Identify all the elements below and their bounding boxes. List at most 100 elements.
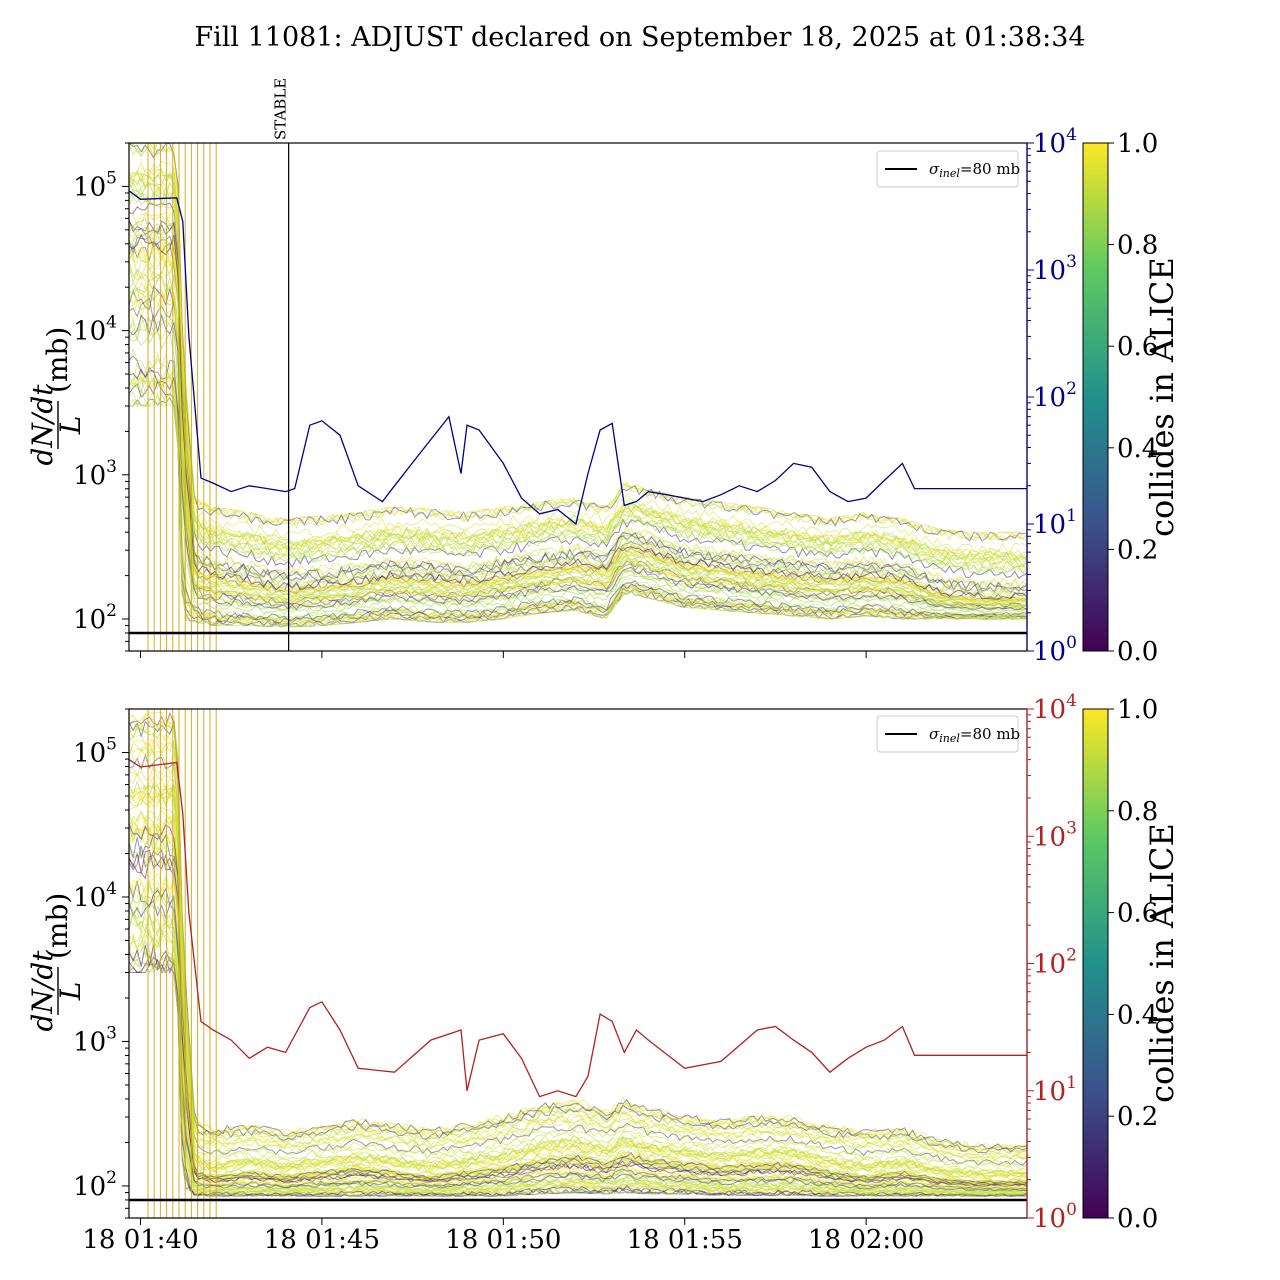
top-bunch-trace <box>129 318 1027 612</box>
bottom-colorbar-tick-label: 0.0 <box>1117 1204 1158 1234</box>
bottom-bunch-trace <box>129 711 1027 1150</box>
top-y2-tick-label: 103 <box>1033 252 1077 286</box>
bottom-bunch-trace <box>129 833 1027 1186</box>
top-y2-tick-label: 102 <box>1033 379 1077 413</box>
bottom-colorbar-tick-label: 0.6 <box>1117 899 1158 929</box>
top-colorbar: 0.0 0.2 0.4 0.6 0.8 1.0 collides in ALICE <box>1082 129 1181 667</box>
top-legend-label: σinel=80 mb <box>929 160 1020 180</box>
top-ylabel-numerator: dN/dt <box>26 384 59 466</box>
bottom-rate-line-layer <box>129 759 1027 1098</box>
bottom-y2-tick-label: 104 <box>1033 691 1077 725</box>
bottom-bunch-trace <box>129 953 1027 1197</box>
bottom-bunch-trace <box>129 822 1027 1184</box>
top-bunch-trace <box>129 181 1027 568</box>
top-legend-sub: inel <box>939 167 960 180</box>
top-ylabel-unit: (mb) <box>41 327 74 393</box>
top-colorbar-tick-label: 1.0 <box>1117 129 1158 159</box>
bottom-bunch-trace <box>129 944 1027 1197</box>
top-bunch-trace <box>129 234 1027 600</box>
top-legend-rest: =80 mb <box>960 160 1020 178</box>
bottom-bunch-trace <box>129 711 1027 1149</box>
top-bunch-trace <box>129 228 1027 597</box>
bottom-y2-ticks: 100 101 102 103 104 <box>1026 691 1077 1234</box>
top-bunch-trace <box>129 143 1027 542</box>
bottom-x-ticks: 18 01:40 18 01:45 18 01:50 18 01:55 18 02:00 <box>82 1218 924 1255</box>
top-y2-tick-label: 104 <box>1033 125 1077 159</box>
bottom-x-tick-label: 18 01:45 <box>264 1225 380 1255</box>
top-colorbar-tick-label: 0.0 <box>1117 637 1158 667</box>
bottom-x-tick-label: 18 01:40 <box>82 1225 198 1255</box>
bottom-legend: σinel=80 mb <box>876 715 1020 753</box>
top-bunch-trace <box>129 160 1027 553</box>
bottom-bunch-trace <box>129 927 1027 1195</box>
top-bunch-trace <box>129 252 1027 603</box>
top-bunch-trace <box>129 313 1027 611</box>
top-colorbar-tick-label: 0.8 <box>1117 231 1158 261</box>
top-bunch-trace <box>129 143 1027 542</box>
bottom-legend-sub: inel <box>939 732 960 745</box>
bottom-x-tick-label: 18 01:50 <box>445 1225 561 1255</box>
top-rate-line-layer <box>129 190 1027 526</box>
top-bunch-trace <box>129 297 1027 609</box>
top-y-tick-label: 104 <box>73 313 117 347</box>
bottom-bunch-trace <box>129 714 1027 1151</box>
top-rate-line <box>129 190 1027 526</box>
top-colorbar-tick-label: 0.6 <box>1117 332 1158 362</box>
bottom-bunch-trace <box>129 742 1027 1161</box>
top-bunch-trace <box>129 171 1027 562</box>
bottom-bunch-trace <box>129 910 1027 1194</box>
top-bunch-trace <box>129 299 1027 609</box>
bottom-bunch-trace <box>129 720 1027 1154</box>
bottom-bunch-trace <box>129 738 1027 1160</box>
top-bunch-trace <box>129 225 1027 597</box>
top-y-ticks: 102 103 104 105 <box>73 142 129 652</box>
bottom-y2-tick-label: 100 <box>1033 1200 1077 1234</box>
bottom-bunch-trace <box>129 785 1027 1178</box>
top-bunch-trace <box>129 143 1027 540</box>
top-y-tick-label: 105 <box>73 168 117 202</box>
bottom-legend-sigma: σ <box>929 725 940 743</box>
bottom-bunch-trace <box>129 746 1027 1164</box>
top-bunch-trace <box>129 174 1027 563</box>
top-panel: STABLE 102 103 104 105 100 101 102 103 104 σine… <box>26 78 1181 667</box>
top-colorbar-ticks: 0.0 0.2 0.4 0.6 0.8 1.0 <box>1108 129 1158 667</box>
bottom-y2-tick-label: 102 <box>1033 946 1077 980</box>
bottom-rate-line <box>129 759 1027 1098</box>
top-bunch-trace <box>129 220 1027 594</box>
top-bunch-trace <box>129 274 1027 606</box>
top-bunch-trace <box>129 261 1027 604</box>
top-colorbar-tick-label: 0.2 <box>1117 535 1158 565</box>
top-legend-sigma: σ <box>929 160 940 178</box>
top-bunch-trace <box>129 172 1027 562</box>
bottom-bunch-trace <box>129 933 1027 1196</box>
bottom-bunch-trace <box>129 725 1027 1155</box>
bottom-bunch-trace <box>129 860 1027 1189</box>
bottom-x-tick-label: 18 02:00 <box>808 1225 924 1255</box>
bottom-colorbar-label: collides in ALICE <box>1143 823 1181 1103</box>
bottom-bunch-trace <box>129 713 1027 1151</box>
bottom-y-tick-label: 103 <box>73 1023 117 1057</box>
bottom-y-tick-label: 104 <box>73 879 117 913</box>
bottom-bunch-trace <box>129 730 1027 1156</box>
bottom-y-ticks: 102 103 104 105 <box>73 708 129 1219</box>
bottom-x-tick-label: 18 01:55 <box>627 1225 743 1255</box>
top-bunch-trace <box>129 389 1027 628</box>
bottom-bunch-trace <box>129 816 1027 1184</box>
top-bunch-trace <box>129 181 1027 568</box>
bottom-colorbar-tick-label: 1.0 <box>1117 695 1158 725</box>
bottom-colorbar-tick-label: 0.2 <box>1117 1102 1158 1132</box>
top-bunch-trace <box>129 291 1027 608</box>
top-bunch-trace <box>129 355 1027 621</box>
bottom-ylabel-numerator: dN/dt <box>26 950 59 1032</box>
bottom-ylabel-unit: (mb) <box>41 893 74 959</box>
top-y2-tick-label: 101 <box>1033 506 1077 540</box>
bottom-colorbar: 0.0 0.2 0.4 0.6 0.8 1.0 collides in ALICE <box>1082 695 1181 1234</box>
top-y2-tick-label: 100 <box>1033 633 1077 667</box>
bottom-bunch-trace <box>129 759 1027 1168</box>
top-bunch-trace <box>129 143 1027 542</box>
top-ratio-band <box>129 143 1027 651</box>
bottom-ylabel: dN/dt L (mb) <box>26 893 87 1032</box>
bottom-bunch-trace <box>129 784 1027 1178</box>
bottom-bunch-trace <box>129 793 1027 1181</box>
top-bunch-trace <box>129 167 1027 560</box>
